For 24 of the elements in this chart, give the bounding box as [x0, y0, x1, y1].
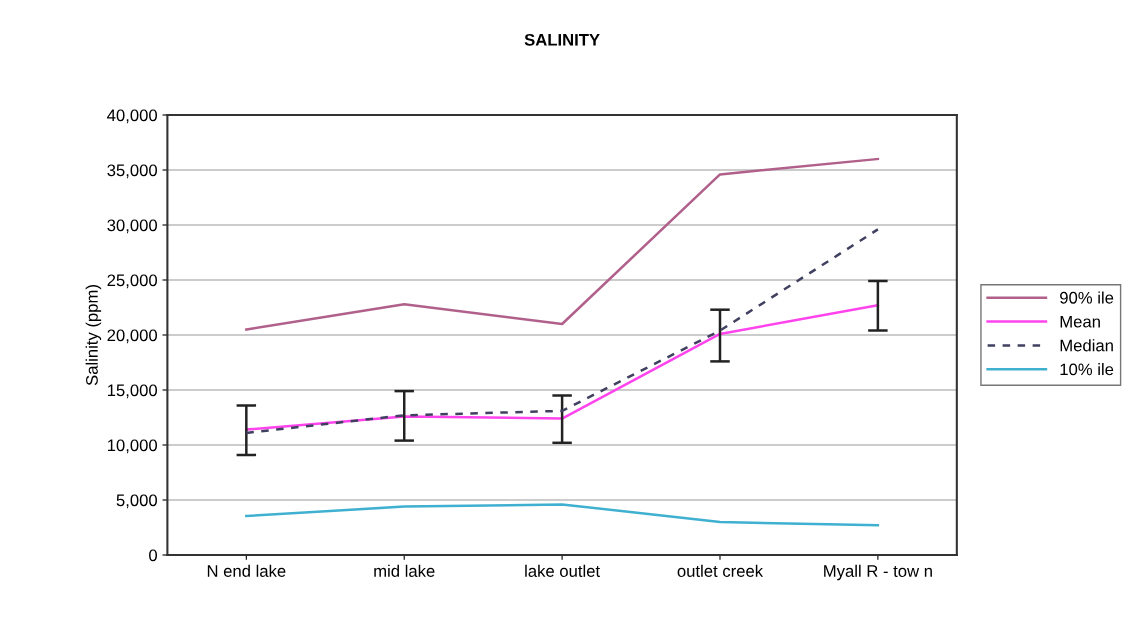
legend-label: Mean: [1060, 315, 1100, 328]
y-tick-label: 25,000: [107, 274, 158, 289]
legend-label: 10% ile: [1060, 363, 1114, 376]
legend-label: 90% ile: [1060, 291, 1114, 304]
y-tick-label: 10,000: [107, 439, 158, 454]
y-axis-title: Salinity (ppm): [85, 285, 102, 386]
legend-label: Median: [1060, 339, 1113, 352]
x-tick-label: lake outlet: [525, 564, 600, 577]
line-series: [245, 228, 880, 435]
line-series: [245, 503, 880, 527]
x-tick-label: Myall R - tow n: [824, 564, 932, 581]
line-series: [245, 157, 880, 331]
y-tick-label: 30,000: [107, 219, 158, 234]
y-tick-label: 35,000: [107, 164, 158, 179]
line-series: [245, 304, 880, 431]
y-tick-label: 5,000: [116, 494, 158, 509]
x-tick-label: N end lake: [207, 564, 286, 577]
x-tick-label: outlet creek: [677, 564, 764, 577]
y-tick-label: 20,000: [107, 329, 158, 344]
y-tick-label: 0: [149, 549, 158, 562]
y-tick-label: 15,000: [107, 384, 158, 399]
chart-title: SALINITY: [524, 33, 600, 46]
x-tick-label: mid lake: [374, 564, 435, 577]
y-tick-label: 40,000: [107, 109, 158, 124]
